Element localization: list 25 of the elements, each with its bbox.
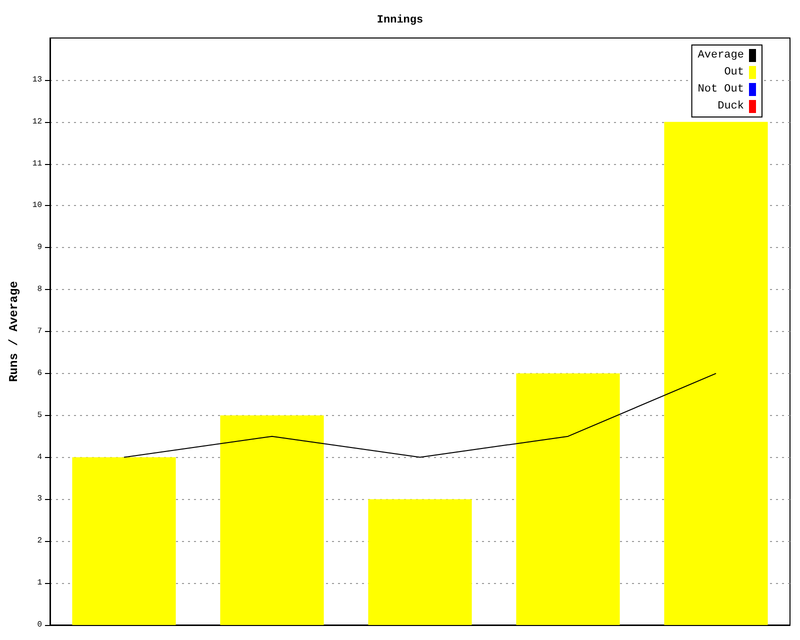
bar xyxy=(72,457,176,625)
y-tick-label: 12 xyxy=(32,117,42,126)
y-tick-label: 10 xyxy=(32,201,42,210)
y-tick-label: 11 xyxy=(32,159,42,168)
y-tick-label: 2 xyxy=(37,536,42,546)
legend-label: Not Out xyxy=(698,84,744,96)
y-tick-label: 0 xyxy=(37,620,42,630)
y-tick-label: 6 xyxy=(37,368,42,378)
y-tick-label: 7 xyxy=(37,327,42,336)
y-tick-label: 5 xyxy=(37,410,42,420)
y-axis-title: Runs / Average xyxy=(7,281,21,382)
y-tick-label: 4 xyxy=(37,452,42,462)
bar xyxy=(516,373,620,625)
y-tick-label: 13 xyxy=(32,75,42,84)
bar xyxy=(664,122,768,625)
y-tick-label: 9 xyxy=(37,243,42,252)
legend-label: Out xyxy=(724,66,744,78)
bar xyxy=(220,415,324,625)
bar xyxy=(368,499,472,625)
legend-label: Duck xyxy=(718,100,744,112)
y-tick-label: 3 xyxy=(37,494,42,504)
legend-label: Average xyxy=(698,50,744,62)
chart-title: Innings xyxy=(376,14,424,26)
y-tick-label: 1 xyxy=(37,578,42,588)
y-tick-label: 8 xyxy=(37,285,42,294)
